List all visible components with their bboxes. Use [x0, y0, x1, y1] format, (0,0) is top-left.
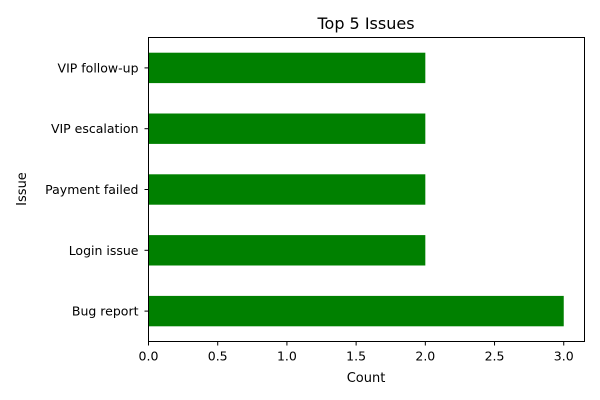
y-tick-label: VIP escalation: [51, 121, 139, 136]
plot-frame: [148, 37, 585, 342]
x-axis-ticks: 0.0 0.5 1.0 1.5 2.0 2.5 3.0: [139, 341, 574, 364]
x-tick-label: 0.5: [208, 349, 228, 364]
bar-bug-report: [148, 295, 564, 327]
x-tick-label: 0.0: [139, 349, 159, 364]
x-tick-label: 3.0: [554, 349, 574, 364]
y-tick-label: Login issue: [69, 243, 139, 258]
x-tick-label: 2.0: [415, 349, 435, 364]
bar-vip-escalation: [148, 113, 426, 144]
y-tick-label: VIP follow-up: [58, 60, 139, 75]
chart-title: Top 5 Issues: [316, 14, 414, 33]
y-tick-label: Payment failed: [45, 182, 138, 197]
bars-group: [148, 52, 564, 327]
bar-vip-follow-up: [148, 52, 426, 84]
x-tick-label: 1.5: [346, 349, 366, 364]
x-tick-label: 1.0: [277, 349, 297, 364]
x-axis-label: Count: [347, 371, 386, 386]
bar-login-issue: [148, 235, 426, 266]
x-tick-label: 2.5: [485, 349, 505, 364]
y-tick-label: Bug report: [72, 304, 139, 319]
y-axis-label: Issue: [15, 172, 30, 206]
y-axis-ticks: Bug report Login issue Payment failed VIP e…: [45, 60, 149, 319]
bar-payment-failed: [148, 174, 426, 205]
